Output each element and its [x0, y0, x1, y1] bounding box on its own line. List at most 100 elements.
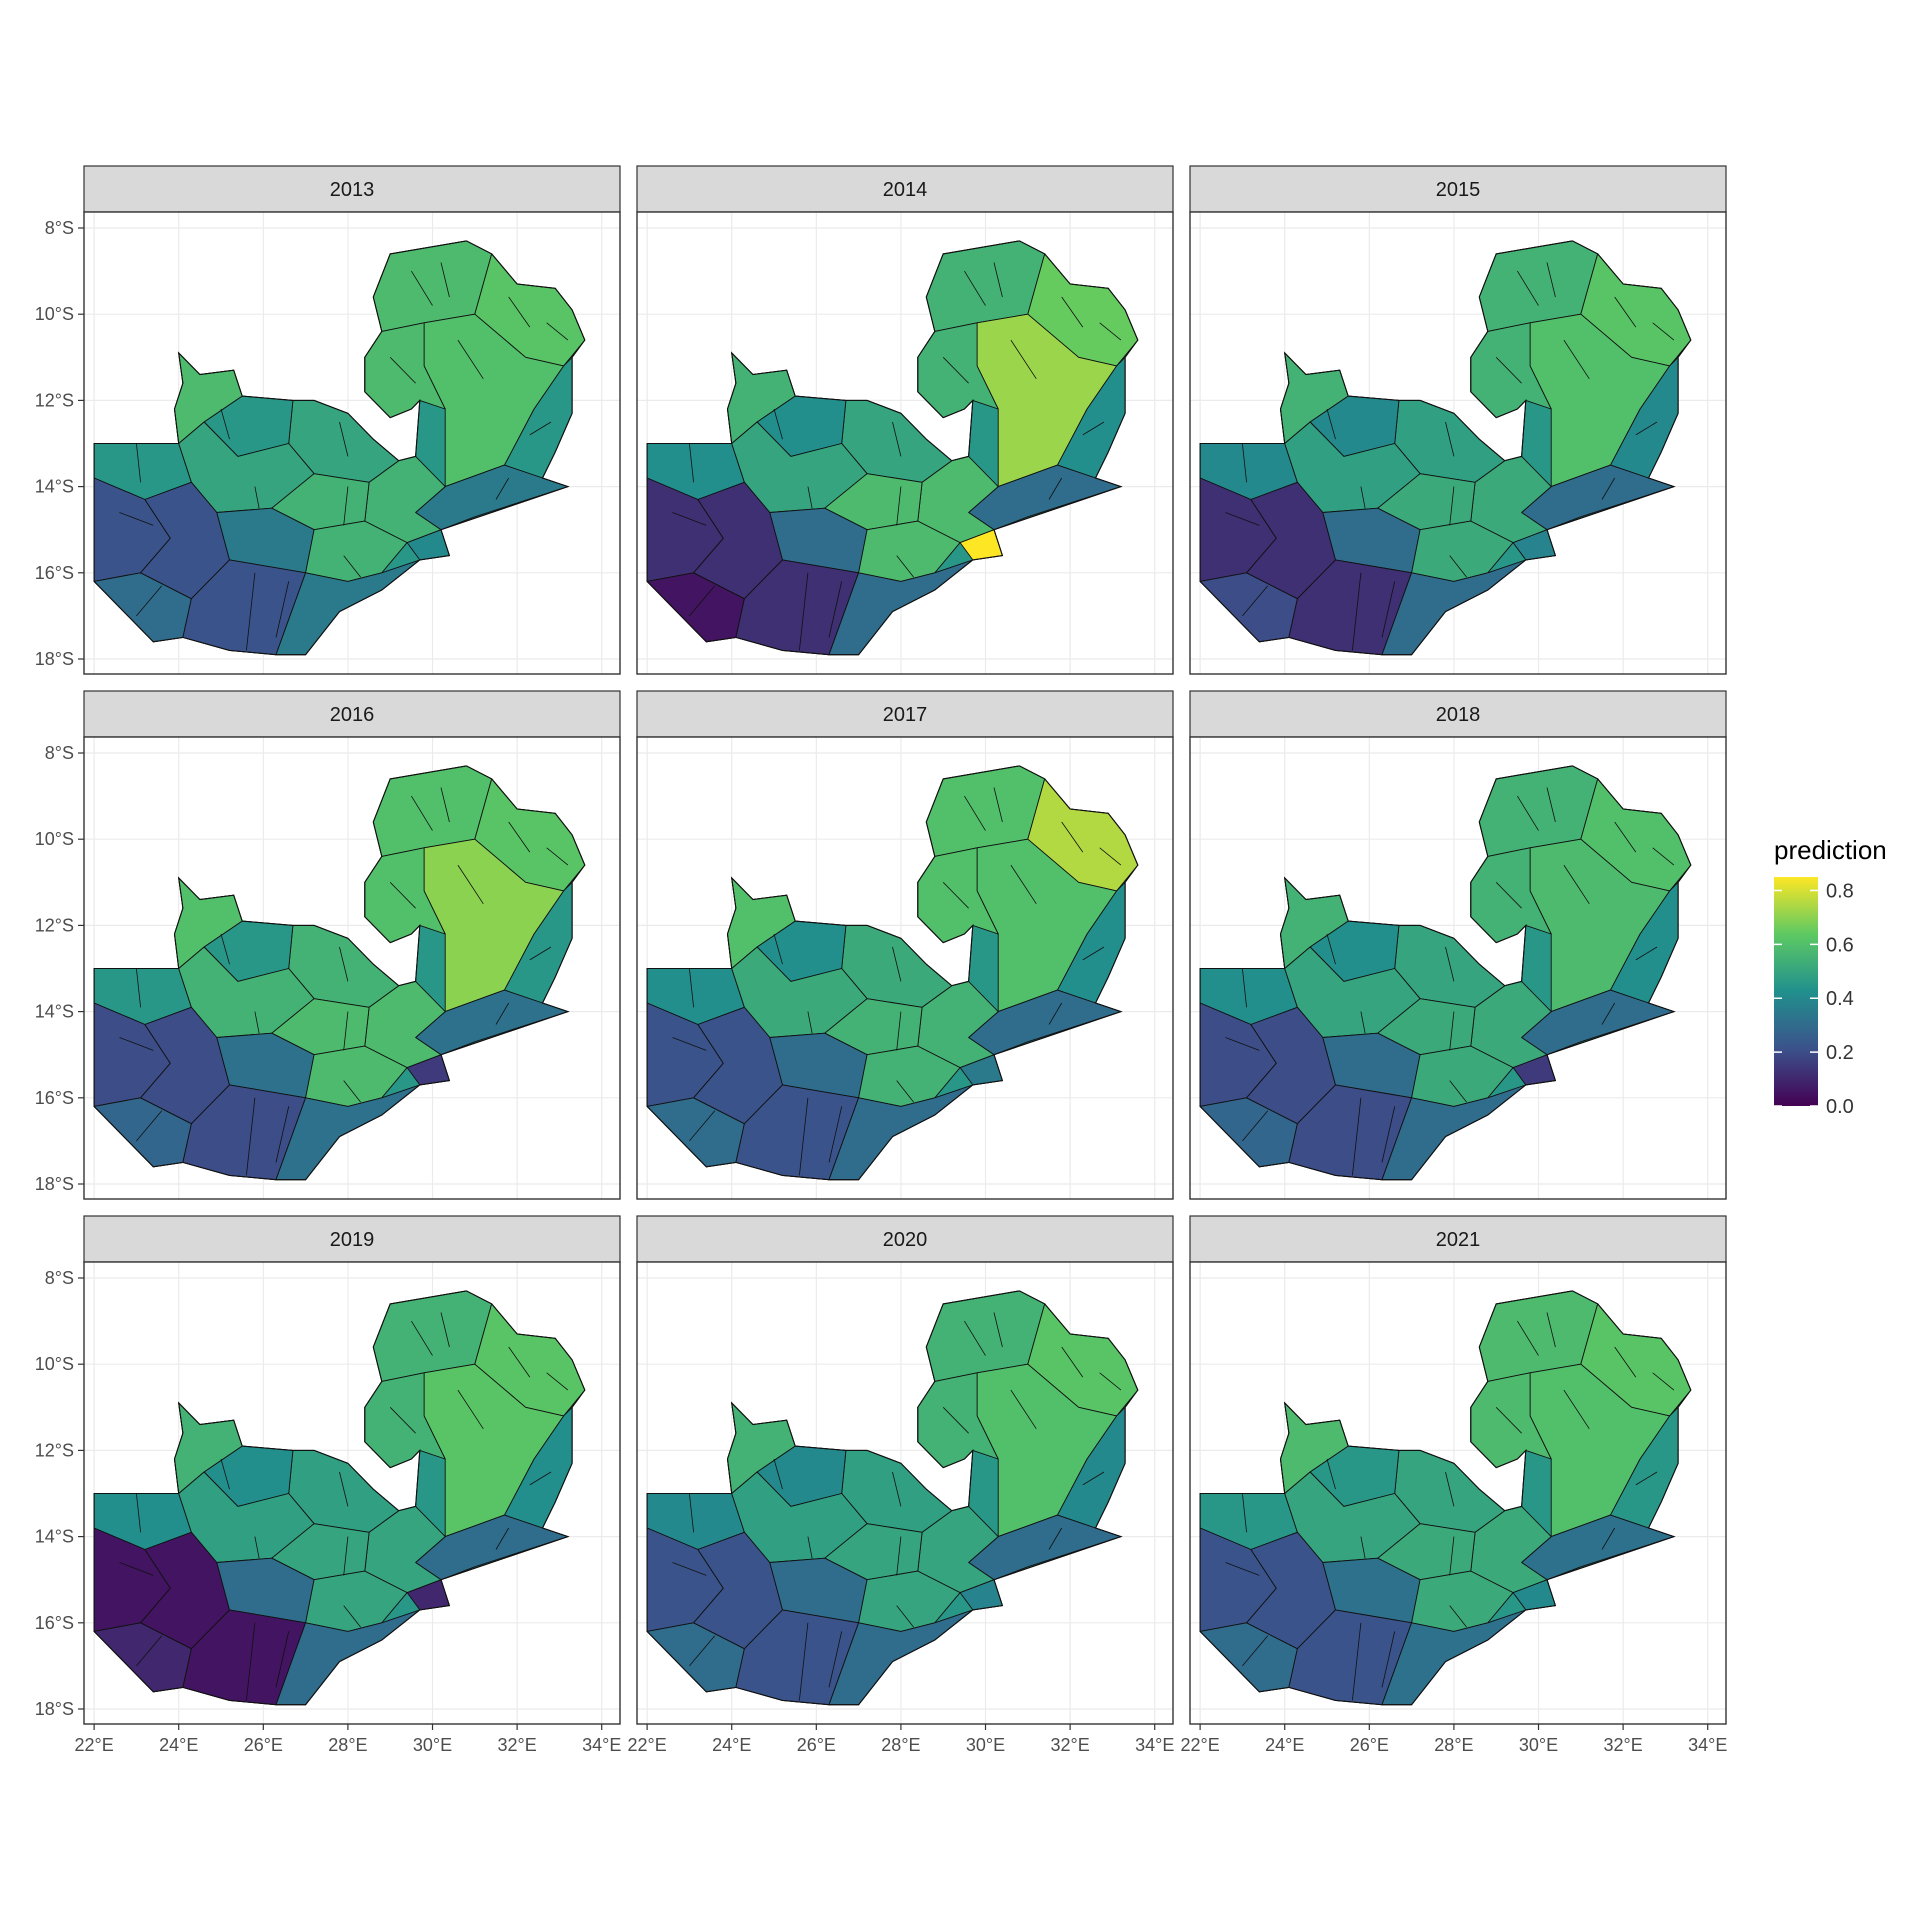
- district-boundary: [1635, 946, 1658, 961]
- district-boundary: [343, 1536, 349, 1576]
- district-boundary: [1449, 1536, 1455, 1576]
- district-boundary: [1099, 847, 1122, 866]
- map-plot-area: [83, 211, 621, 675]
- district-boundary: [457, 339, 484, 380]
- district-boundary: [495, 1527, 510, 1550]
- district-boundary: [1449, 1011, 1455, 1051]
- district-boundary: [1601, 477, 1616, 500]
- district-boundary: [993, 787, 1003, 823]
- district-boundary: [440, 787, 450, 823]
- district-boundary: [1614, 1346, 1637, 1378]
- x-tick-label: 30°E: [966, 1735, 1005, 1755]
- district-boundary: [1445, 1471, 1455, 1507]
- x-tick-label: 34°E: [582, 1735, 621, 1755]
- district-boundary: [389, 882, 416, 909]
- district-boundary: [1652, 1372, 1675, 1391]
- district-boundary: [1082, 421, 1105, 436]
- district-boundary: [1445, 946, 1455, 982]
- district-boundary: [1546, 262, 1556, 298]
- district-boundary: [1225, 1037, 1260, 1051]
- district-boundary: [1381, 581, 1396, 638]
- district-boundary: [119, 1037, 154, 1051]
- district-boundary: [1242, 1635, 1269, 1667]
- district-boundary: [457, 1389, 484, 1430]
- facet-strip: [83, 690, 621, 738]
- y-tick-label: 10°S: [35, 1354, 74, 1374]
- district-boundary: [136, 585, 163, 617]
- district-boundary: [807, 1011, 813, 1034]
- map-plot-area: [636, 1261, 1174, 1725]
- district-boundary: [1546, 787, 1556, 823]
- district-boundary: [1242, 585, 1269, 617]
- district-boundary: [799, 1622, 809, 1701]
- district-boundary: [1652, 847, 1675, 866]
- district-boundary: [672, 1562, 707, 1576]
- district-boundary: [343, 555, 361, 578]
- district-boundary: [1326, 408, 1336, 440]
- district-boundary: [275, 581, 290, 638]
- district-boundary: [136, 1493, 141, 1533]
- facet-strip-label: 2013: [330, 179, 375, 201]
- district-boundary: [136, 443, 141, 483]
- district-boundary: [254, 486, 260, 509]
- panel-border: [1189, 736, 1727, 1200]
- legend-tick-label: 0.0: [1826, 1096, 1854, 1118]
- district-boundary: [993, 1312, 1003, 1348]
- facet-strip: [83, 165, 621, 213]
- district-boundary: [1449, 1605, 1467, 1628]
- district-boundary: [892, 1471, 902, 1507]
- district-boundary: [136, 968, 141, 1008]
- district-boundary: [1546, 1312, 1556, 1348]
- district-boundary: [246, 572, 256, 651]
- district-boundary: [529, 946, 552, 961]
- x-tick-label: 30°E: [413, 1735, 452, 1755]
- district-boundary: [275, 1631, 290, 1688]
- panel-border: [1189, 211, 1727, 675]
- district-boundary: [1601, 1002, 1616, 1025]
- district-boundary: [1614, 296, 1637, 328]
- district-boundary: [1061, 1346, 1084, 1378]
- district-boundary: [807, 486, 813, 509]
- country-outline: [93, 765, 586, 1181]
- x-tick-label: 34°E: [1688, 1735, 1727, 1755]
- y-tick-label: 10°S: [35, 829, 74, 849]
- district-boundary: [1010, 339, 1037, 380]
- legend-tick-label: 0.6: [1826, 934, 1854, 956]
- district-boundary: [1563, 339, 1590, 380]
- district-boundary: [1242, 443, 1247, 483]
- district-boundary: [896, 555, 914, 578]
- district-boundary: [339, 421, 349, 457]
- facet-panel: 2015: [1189, 165, 1727, 675]
- district-boundary: [495, 1002, 510, 1025]
- facet-strip-label: 2016: [330, 704, 375, 726]
- district-boundary: [689, 1110, 716, 1142]
- district-boundary: [896, 486, 902, 526]
- facet-strip-label: 2014: [883, 179, 928, 201]
- facet-panel: 2021: [1189, 1215, 1727, 1725]
- x-tick-label: 26°E: [244, 1735, 283, 1755]
- district-boundary: [1563, 864, 1590, 905]
- district-boundary: [828, 581, 843, 638]
- facet-strip: [636, 1215, 1174, 1263]
- district-boundary: [1225, 512, 1260, 526]
- country-outline: [1199, 765, 1692, 1181]
- country-outline: [1199, 1290, 1692, 1706]
- district-boundary: [1048, 1527, 1063, 1550]
- district-boundary: [799, 1097, 809, 1176]
- district-boundary: [828, 1631, 843, 1688]
- district-boundary: [1635, 1471, 1658, 1486]
- facet-strip-label: 2017: [883, 704, 928, 726]
- district-boundary: [389, 1407, 416, 1434]
- district-boundary: [689, 1635, 716, 1667]
- district-boundary: [1495, 1407, 1522, 1434]
- x-tick-label: 28°E: [881, 1735, 920, 1755]
- x-tick-label: 22°E: [627, 1735, 666, 1755]
- x-tick-label: 28°E: [1434, 1735, 1473, 1755]
- district-boundary: [119, 512, 154, 526]
- facet-strip-label: 2018: [1436, 704, 1481, 726]
- x-tick-label: 30°E: [1519, 1735, 1558, 1755]
- district-boundary: [411, 1320, 433, 1356]
- country-outline: [93, 1290, 586, 1706]
- district-boundary: [942, 357, 969, 384]
